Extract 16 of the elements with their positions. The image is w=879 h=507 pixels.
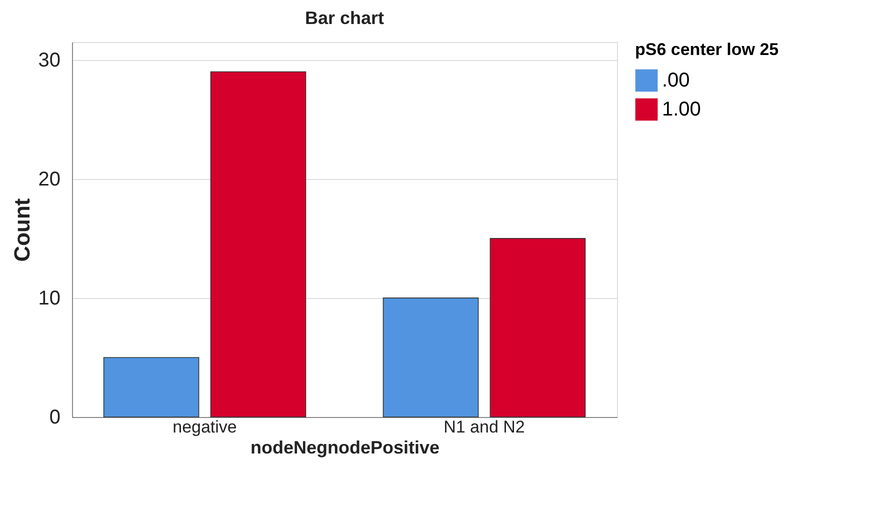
legend-label: 1.00 — [662, 98, 701, 120]
legend-label: .00 — [662, 70, 690, 92]
y-tick-label: 0 — [49, 406, 60, 428]
y-tick-label: 20 — [38, 168, 60, 190]
bar — [382, 298, 479, 418]
x-tick-label: negative — [172, 418, 237, 436]
x-axis-title: nodeNegnodePositive — [250, 438, 440, 458]
bar — [490, 238, 586, 418]
y-axis-title: Count — [9, 198, 34, 262]
bar — [103, 357, 200, 418]
bar — [210, 71, 306, 418]
y-tick-label: 30 — [38, 49, 60, 72]
legend-title: pS6 center low 25 — [635, 40, 779, 59]
chart-title: Bar chart — [304, 8, 384, 28]
y-tick-label: 10 — [38, 287, 60, 310]
x-tick-label: N1 and N2 — [444, 418, 525, 436]
